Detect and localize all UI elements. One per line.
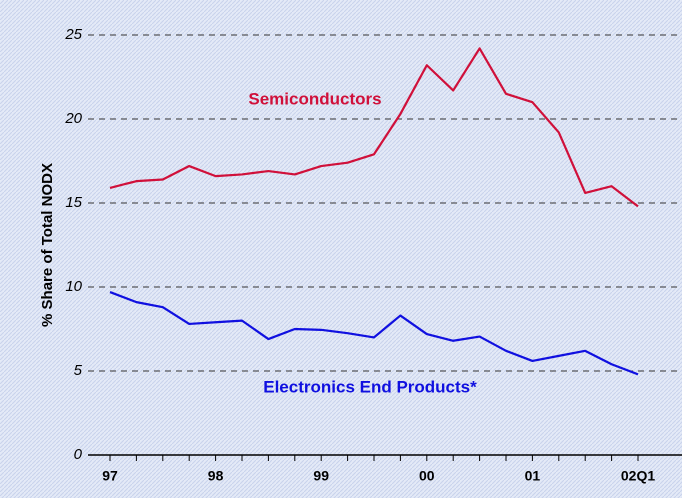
y-tick-label: 25 xyxy=(64,26,82,43)
y-tick-label: 0 xyxy=(74,446,83,463)
x-tick-label: 02Q1 xyxy=(621,468,655,484)
x-tick-label: 99 xyxy=(313,468,329,484)
x-tick-label: 97 xyxy=(102,468,118,484)
y-tick-label: 10 xyxy=(65,278,82,295)
y-tick-label: 15 xyxy=(65,194,82,211)
series-label: Semiconductors xyxy=(248,89,381,108)
y-tick-label: 5 xyxy=(74,362,83,379)
series-label: Electronics End Products* xyxy=(263,377,477,396)
x-tick-label: 01 xyxy=(525,468,541,484)
x-tick-label: 98 xyxy=(208,468,224,484)
y-tick-label: 20 xyxy=(64,110,82,127)
y-axis-label: % Share of Total NODX xyxy=(39,163,56,327)
x-tick-label: 00 xyxy=(419,468,435,484)
series-line xyxy=(109,291,639,376)
series-line xyxy=(109,47,639,208)
